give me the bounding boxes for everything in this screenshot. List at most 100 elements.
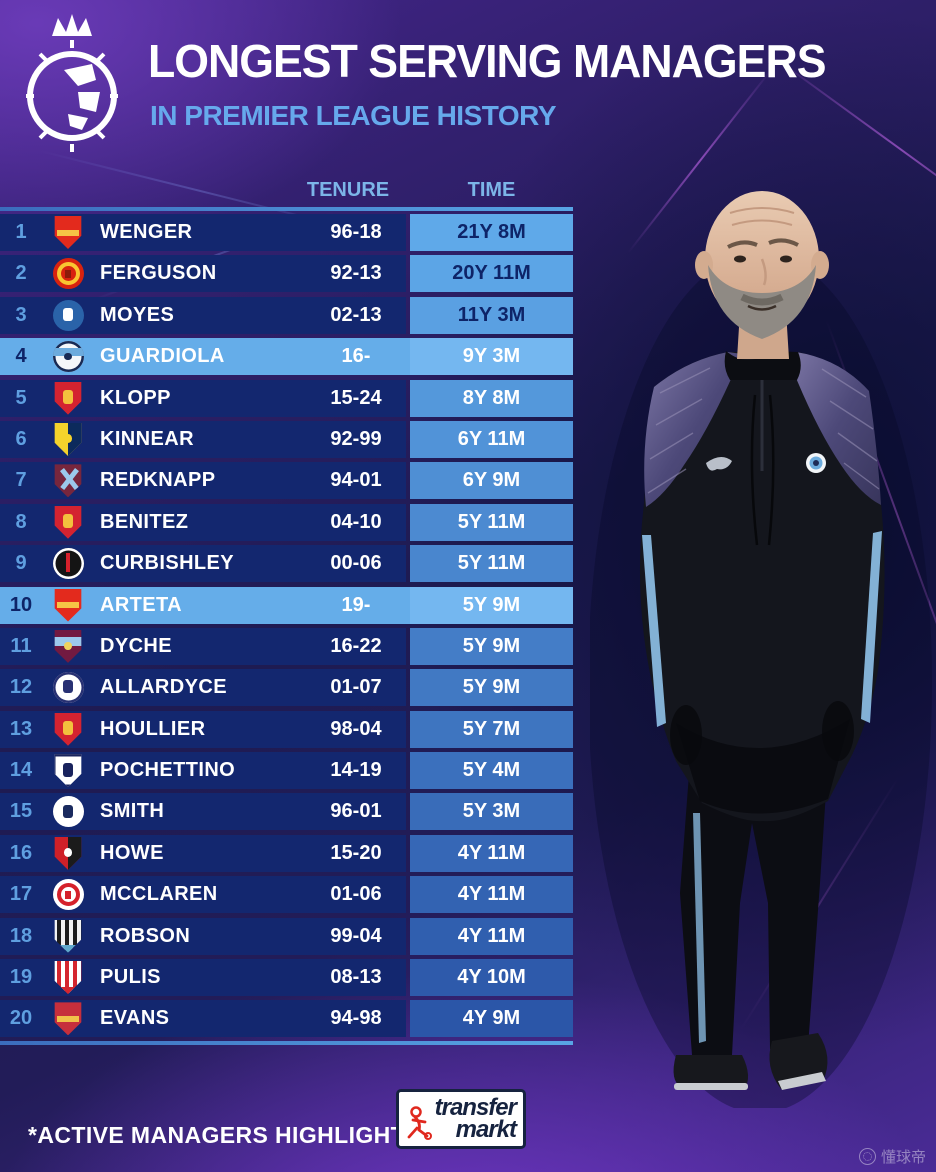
rank-cell: 5: [15, 386, 27, 409]
watermark-text: 懂球帝: [880, 1149, 926, 1166]
time-cell: 5Y 9M: [410, 627, 573, 665]
table-row: 9 CURBISHLEY 00-06 5Y 11M: [0, 545, 573, 583]
tenure-cell: 15-20: [330, 841, 382, 864]
rank-cell: 9: [15, 552, 27, 575]
table-top-border: [0, 207, 573, 211]
time-cell: 6Y 11M: [410, 420, 573, 458]
time-cell: 20Y 11M: [410, 255, 573, 293]
tenure-cell: 92-13: [330, 262, 382, 285]
football-icon: [858, 1148, 876, 1165]
column-header-tenure: TENURE: [306, 179, 390, 201]
transfermarkt-logo-text: transfer: [434, 1093, 517, 1121]
manager-name: CURBISHLEY: [100, 552, 235, 575]
manager-name: GUARDIOLA: [100, 345, 225, 368]
table-row: 4 GUARDIOLA 16- 9Y 3M: [0, 338, 573, 376]
rank-cell: 18: [9, 924, 33, 947]
newcastle-crest-icon: [54, 919, 82, 953]
tottenham-crest-icon: [54, 754, 82, 788]
table-row: 1 WENGER 96-18 21Y 8M: [0, 214, 573, 251]
manager-name: EVANS: [100, 1007, 170, 1030]
stoke-crest-icon: [54, 961, 82, 995]
transfermarkt-logo: transfer markt: [396, 1089, 526, 1149]
table-row: 13 HOULLIER 98-04 5Y 7M: [0, 710, 573, 748]
manager-name: HOWE: [100, 841, 164, 864]
time-cell: 5Y 11M: [410, 503, 573, 541]
table-row: 19 PULIS 08-13 4Y 10M: [0, 959, 573, 997]
time-cell: 5Y 11M: [410, 545, 573, 583]
bolton-crest-icon: [52, 672, 84, 704]
manager-name: REDKNAPP: [100, 469, 216, 492]
managers-table: 1 WENGER 96-18 21Y 8M 2 FERGUSON 92-13 2…: [0, 214, 573, 1038]
manager-name: HOULLIER: [100, 717, 206, 740]
manager-name: PULIS: [100, 966, 161, 989]
table-row: 7 REDKNAPP 94-01 6Y 9M: [0, 462, 573, 500]
time-cell: 5Y 9M: [410, 586, 573, 624]
tenure-cell: 98-04: [330, 717, 382, 740]
rank-cell: 14: [9, 759, 33, 782]
time-cell: 4Y 11M: [410, 834, 573, 872]
table-row: 11 DYCHE 16-22 5Y 9M: [0, 627, 573, 665]
time-cell: 5Y 4M: [410, 752, 573, 790]
tenure-cell: 00-06: [330, 552, 382, 575]
table-row: 8 BENITEZ 04-10 5Y 11M: [0, 503, 573, 541]
derby-crest-icon: [52, 796, 84, 828]
everton-crest-icon: [52, 299, 84, 331]
manager-name: ALLARDYCE: [100, 676, 227, 699]
time-cell: 4Y 11M: [410, 917, 573, 955]
rank-cell: 6: [15, 427, 27, 450]
table-row: 5 KLOPP 15-24 8Y 8M: [0, 379, 573, 417]
page-subtitle: IN PREMIER LEAGUE HISTORY: [150, 100, 557, 131]
rank-cell: 13: [9, 717, 33, 740]
table-row: 17 MCCLAREN 01-06 4Y 11M: [0, 876, 573, 914]
man-city-crest-icon: [52, 341, 84, 373]
rank-cell: 10: [9, 593, 33, 616]
tenure-cell: 15-24: [330, 386, 382, 409]
tenure-cell: 16-22: [330, 634, 382, 657]
tenure-cell: 01-06: [330, 883, 382, 906]
manager-name: MCCLAREN: [100, 883, 218, 906]
rank-cell: 2: [15, 262, 27, 285]
arsenal-crest-icon: [54, 216, 82, 249]
manager-name: SMITH: [100, 800, 165, 823]
middlesbrough-crest-icon: [52, 879, 84, 911]
table-row: 15 SMITH 96-01 5Y 3M: [0, 793, 573, 831]
active-managers-footnote: *ACTIVE MANAGERS HIGHLIGHTED: [28, 1122, 438, 1148]
time-cell: 4Y 9M: [410, 1000, 573, 1038]
rank-cell: 3: [15, 303, 27, 326]
tenure-cell: 94-98: [330, 1007, 382, 1030]
tenure-cell: 08-13: [330, 966, 382, 989]
rank-cell: 4: [15, 345, 27, 368]
manager-name: ROBSON: [100, 924, 191, 947]
west-ham-crest-icon: [54, 464, 82, 498]
manager-name: FERGUSON: [100, 262, 217, 285]
liverpool-retro-crest-icon: [54, 1002, 82, 1036]
arsenal-crest-icon: [54, 588, 82, 622]
rank-cell: 15: [9, 800, 33, 823]
tenure-cell: 19-: [341, 593, 371, 616]
table-row: 12 ALLARDYCE 01-07 5Y 9M: [0, 669, 573, 707]
liverpool-crest-icon: [54, 505, 82, 539]
time-cell: 5Y 3M: [410, 793, 573, 831]
manager-name: WENGER: [100, 221, 193, 243]
manager-name: ARTETA: [100, 593, 183, 616]
time-cell: 4Y 11M: [410, 876, 573, 914]
table-row: 3 MOYES 02-13 11Y 3M: [0, 296, 573, 334]
manager-name: MOYES: [100, 303, 175, 326]
rank-cell: 8: [15, 510, 27, 533]
tenure-cell: 01-07: [330, 676, 382, 699]
premier-league-lion-icon: [26, 14, 118, 152]
table-row: 16 HOWE 15-20 4Y 11M: [0, 834, 573, 872]
tenure-cell: 16-: [341, 345, 371, 368]
time-cell: 6Y 9M: [410, 462, 573, 500]
rank-cell: 19: [9, 966, 33, 989]
manager-name: KLOPP: [100, 386, 171, 409]
table-row: 14 POCHETTINO 14-19 5Y 4M: [0, 752, 573, 790]
red-footballer-icon: [407, 1106, 432, 1140]
time-cell: 5Y 9M: [410, 669, 573, 707]
tenure-cell: 92-99: [330, 427, 382, 450]
tenure-cell: 02-13: [330, 303, 382, 326]
rank-cell: 12: [9, 676, 33, 699]
liverpool-crest-icon: [54, 712, 82, 746]
rank-cell: 16: [9, 841, 33, 864]
table-row: 10 ARTETA 19- 5Y 9M: [0, 586, 573, 624]
